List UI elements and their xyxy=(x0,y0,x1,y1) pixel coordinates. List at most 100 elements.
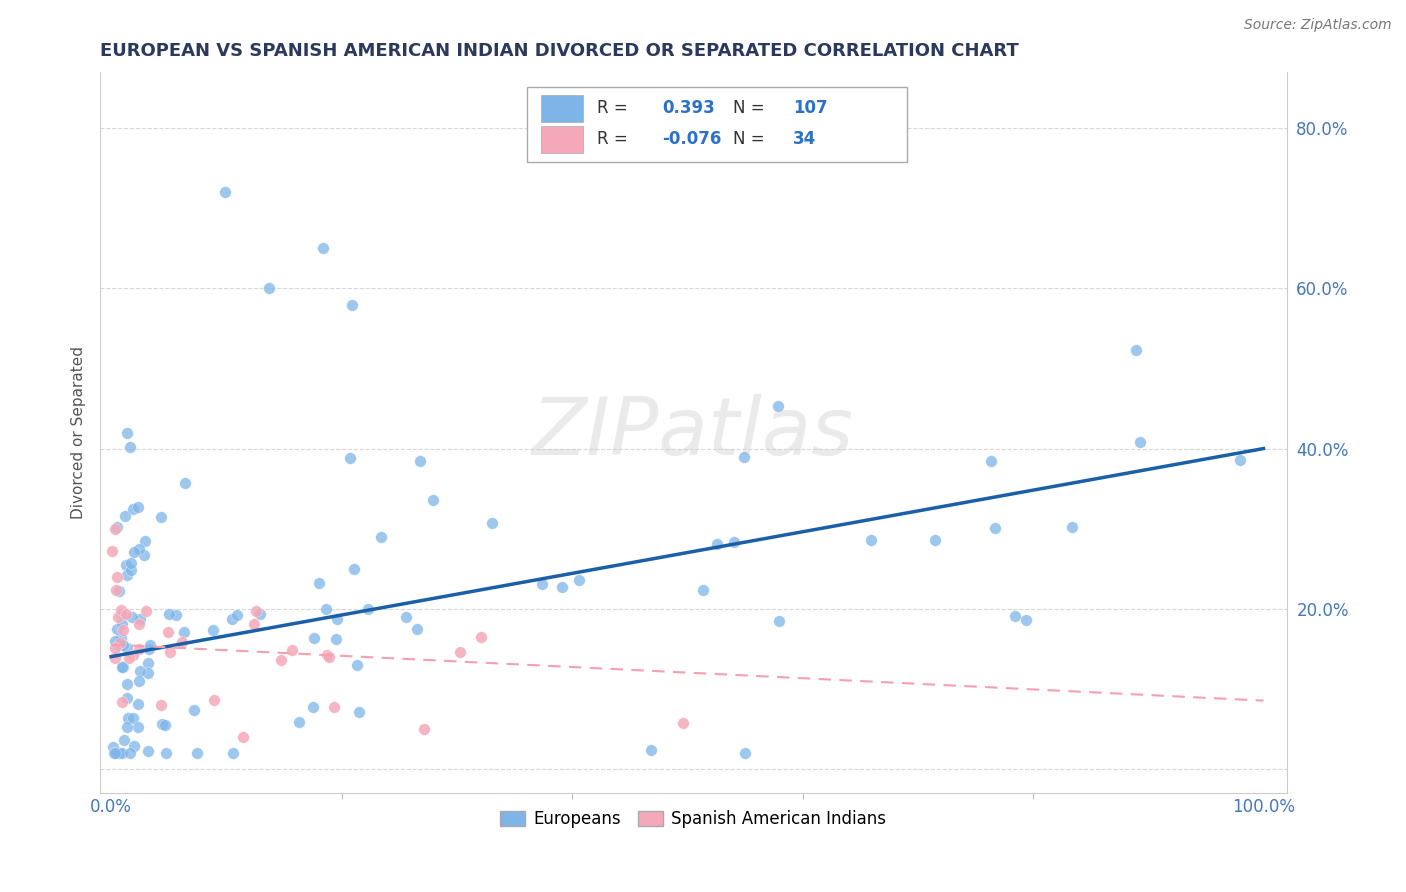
Point xyxy=(103,522,125,536)
Text: -0.076: -0.076 xyxy=(662,130,721,148)
Point xyxy=(128,664,150,678)
Point xyxy=(1004,608,1026,623)
Point xyxy=(110,632,132,646)
Point xyxy=(733,450,755,464)
Point xyxy=(308,575,330,590)
Point xyxy=(111,695,134,709)
Point xyxy=(127,697,149,711)
Point xyxy=(983,521,1005,535)
Point xyxy=(117,711,139,725)
Point xyxy=(221,612,243,626)
Point xyxy=(120,746,142,760)
Point xyxy=(640,743,662,757)
Point xyxy=(245,604,267,618)
Point xyxy=(323,700,346,714)
Point xyxy=(165,607,187,622)
Point xyxy=(706,537,728,551)
Point xyxy=(114,509,136,524)
Point xyxy=(110,603,132,617)
Point xyxy=(107,746,129,760)
Point xyxy=(127,720,149,734)
Point xyxy=(105,582,128,597)
Point xyxy=(173,625,195,640)
Point xyxy=(346,657,368,672)
Point xyxy=(120,563,142,577)
Text: 34: 34 xyxy=(793,130,815,148)
Point xyxy=(112,732,135,747)
Point xyxy=(121,648,143,662)
Point xyxy=(122,711,145,725)
Point xyxy=(232,730,254,744)
Point xyxy=(105,520,128,534)
Point xyxy=(150,717,173,731)
FancyBboxPatch shape xyxy=(541,126,582,153)
FancyBboxPatch shape xyxy=(527,87,907,162)
Point xyxy=(339,450,361,465)
Point xyxy=(105,569,128,583)
Point xyxy=(201,623,224,637)
Point xyxy=(134,548,156,562)
Point xyxy=(128,617,150,632)
Point xyxy=(127,500,149,514)
Point xyxy=(136,744,159,758)
Point xyxy=(766,399,789,413)
Point xyxy=(1014,613,1036,627)
Point xyxy=(115,607,138,621)
Point xyxy=(672,716,695,731)
Point xyxy=(370,530,392,544)
Point xyxy=(115,676,138,690)
Point xyxy=(114,558,136,572)
Point xyxy=(1229,453,1251,467)
Point xyxy=(122,739,145,753)
Point xyxy=(270,652,292,666)
Point xyxy=(449,645,471,659)
Point xyxy=(924,533,946,548)
Point xyxy=(101,739,124,754)
Point xyxy=(159,645,181,659)
Point xyxy=(107,610,129,624)
Text: R =: R = xyxy=(598,99,627,118)
Point xyxy=(470,630,492,644)
Point xyxy=(104,746,127,760)
Point xyxy=(107,638,129,652)
Point xyxy=(115,640,138,655)
Point xyxy=(134,533,156,548)
Point xyxy=(288,714,311,729)
Point xyxy=(120,556,142,570)
Point xyxy=(551,580,574,594)
Point xyxy=(138,642,160,657)
Point xyxy=(183,703,205,717)
Point xyxy=(859,533,882,547)
Point xyxy=(128,642,150,657)
Point xyxy=(312,242,335,256)
Point xyxy=(340,297,363,311)
Point xyxy=(112,638,135,652)
Point xyxy=(138,638,160,652)
Point xyxy=(302,700,325,714)
Point xyxy=(413,722,436,736)
Point xyxy=(103,746,125,760)
Point xyxy=(105,622,128,636)
Point xyxy=(111,660,134,674)
Point xyxy=(481,516,503,531)
Point xyxy=(692,582,714,597)
Point xyxy=(980,454,1002,468)
Point xyxy=(347,705,370,719)
Text: Source: ZipAtlas.com: Source: ZipAtlas.com xyxy=(1244,18,1392,32)
Point xyxy=(226,608,249,623)
Point xyxy=(214,186,236,200)
Point xyxy=(318,649,340,664)
Point xyxy=(325,611,347,625)
Point xyxy=(202,693,225,707)
Text: EUROPEAN VS SPANISH AMERICAN INDIAN DIVORCED OR SEPARATED CORRELATION CHART: EUROPEAN VS SPANISH AMERICAN INDIAN DIVO… xyxy=(100,42,1018,60)
Point xyxy=(768,614,790,628)
Point xyxy=(110,607,132,622)
Point xyxy=(118,651,141,665)
Text: 0.393: 0.393 xyxy=(662,99,716,118)
Text: 107: 107 xyxy=(793,99,827,118)
Point xyxy=(172,635,194,649)
Point xyxy=(157,607,180,621)
Y-axis label: Divorced or Separated: Divorced or Separated xyxy=(72,346,86,519)
Point xyxy=(128,542,150,557)
Point xyxy=(129,612,152,626)
